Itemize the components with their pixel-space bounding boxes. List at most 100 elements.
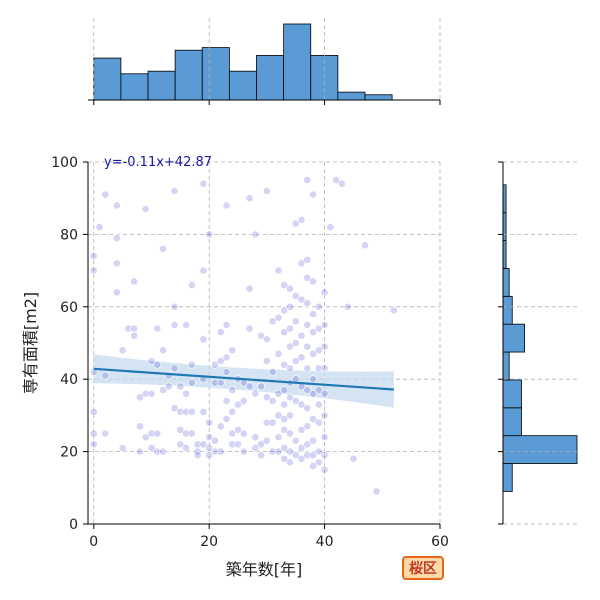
data-point-82 [222,201,231,210]
data-point-57 [187,407,196,416]
data-point-120 [268,368,277,376]
data-point-165 [297,353,306,362]
data-point-218 [372,487,381,496]
data-point-170 [297,454,306,463]
data-point-40 [170,187,179,195]
data-point-84 [222,353,231,362]
x-tick-label-0: 0 [89,534,98,550]
data-point-159 [291,436,300,445]
data-point-148 [286,411,294,420]
data-point-111 [257,440,266,449]
data-point-100 [239,447,248,456]
data-point-160 [291,451,300,460]
data-point-202 [314,458,323,467]
data-point-26 [147,357,156,365]
y-tick-label-20: 20 [60,445,78,461]
data-point-175 [303,320,312,329]
data-point-135 [280,386,289,394]
data-point-210 [320,451,329,460]
top-hist-bar-2 [147,70,176,101]
data-point-61 [193,451,202,460]
data-point-16 [124,324,133,333]
data-point-68 [205,230,214,239]
right-hist-bar-2 [502,407,522,437]
data-point-131 [280,281,289,289]
data-point-189 [309,389,317,398]
data-point-196 [314,346,323,355]
grid-lines [88,161,441,525]
right-hist-bar-4 [502,351,510,381]
data-point-35 [159,346,167,355]
data-point-217 [361,241,369,250]
data-point-105 [251,230,260,239]
right-hist-bar-6 [502,295,513,325]
data-point-149 [286,429,294,438]
data-point-130 [274,447,283,456]
data-point-191 [309,436,317,445]
data-point-95 [234,425,242,434]
data-point-128 [274,411,283,420]
data-point-0 [89,252,98,261]
data-point-79 [216,378,225,387]
data-point-195 [314,324,323,333]
top-histogram [88,18,441,105]
data-point-8 [101,371,110,380]
data-point-177 [303,364,312,373]
data-point-27 [147,389,156,398]
top-hist-bar-9 [337,91,366,101]
data-point-66 [199,407,208,416]
y-tick-label-40: 40 [60,372,78,388]
data-point-136 [280,400,289,409]
data-point-51 [182,407,190,416]
data-point-20 [136,393,144,402]
data-point-182 [303,451,312,460]
data-point-104 [245,382,254,391]
data-point-208 [320,411,329,420]
data-point-32 [153,429,162,438]
data-point-75 [211,436,219,445]
data-point-188 [309,375,317,384]
data-point-92 [228,440,237,449]
data-point-55 [187,360,196,369]
right-hist-bar-1 [502,435,578,464]
top-hist-bar-1 [120,73,149,101]
data-point-150 [286,447,294,456]
data-point-172 [303,255,312,264]
top-hist-bar-5 [228,70,257,101]
data-point-7 [101,190,110,199]
data-point-48 [176,440,185,449]
regression-line [93,367,394,391]
data-point-12 [112,259,121,268]
data-point-21 [136,422,144,431]
data-point-203 [320,288,329,297]
x-tick-label-20: 20 [200,534,218,550]
data-point-198 [314,386,323,394]
data-point-116 [262,393,271,402]
data-point-124 [274,266,283,275]
data-point-171 [303,176,312,184]
data-point-45 [176,382,185,391]
data-point-103 [245,324,254,333]
data-point-113 [262,187,271,195]
data-point-214 [338,179,346,188]
data-point-77 [216,328,225,337]
x-tick-label-60: 60 [431,534,449,550]
top-hist-bar-0 [93,57,122,101]
right-histogram [498,161,580,525]
data-point-44 [170,404,179,413]
data-point-164 [297,331,306,340]
data-point-108 [251,444,260,452]
top-hist-bar-4 [201,47,230,101]
data-point-115 [262,357,271,365]
data-point-90 [228,407,237,416]
data-point-9 [101,429,110,438]
x-tick-label-40: 40 [316,534,334,550]
data-point-46 [176,407,185,416]
data-point-215 [343,302,352,311]
data-point-70 [205,433,214,442]
data-point-178 [303,386,312,394]
data-point-31 [153,360,162,369]
data-point-204 [320,320,329,329]
data-point-137 [280,415,289,423]
data-point-11 [112,234,121,242]
